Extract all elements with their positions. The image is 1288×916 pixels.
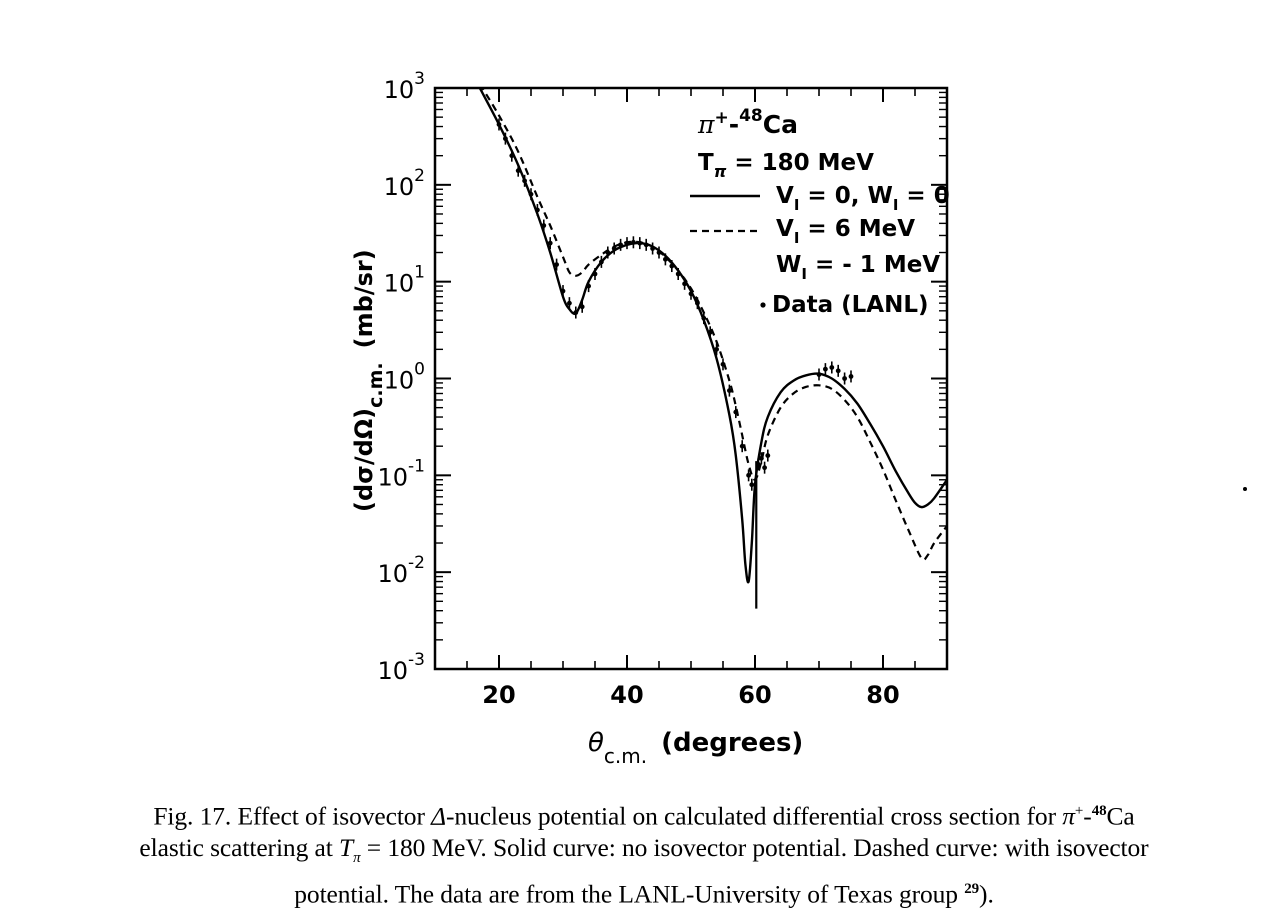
data-point: [835, 364, 841, 377]
data-point: [682, 277, 687, 290]
caption-line-1: Fig. 17. Effect of isovector Δ-nucleus p…: [153, 801, 1135, 831]
data-point: [560, 285, 566, 298]
x-tick-labels: 20 40 60 80: [482, 681, 899, 709]
data-point: [618, 238, 623, 251]
data-point: [746, 469, 751, 482]
data-point: [650, 242, 655, 255]
legend-data-label: Data (LANL): [772, 292, 929, 318]
data-point: [631, 236, 636, 249]
data-point: [509, 149, 515, 162]
series-solid-curve: [478, 88, 947, 584]
data-point: [554, 258, 559, 271]
legend-data-marker: [760, 302, 766, 308]
data-point: [733, 406, 739, 419]
y-tick-label: 103: [384, 69, 425, 104]
data-point: [515, 164, 521, 177]
major-ticks: [435, 87, 947, 670]
legend-reaction: π+-48Ca: [697, 106, 798, 139]
y-tick-label: 101: [384, 263, 425, 298]
data-point: [547, 237, 553, 250]
data-point: [643, 238, 649, 251]
data-point: [842, 372, 847, 385]
x-tick-label: 20: [482, 681, 515, 709]
data-point: [720, 358, 726, 371]
data-point: [707, 326, 713, 339]
caption-line-3: potential. The data are from the LANL-Un…: [294, 879, 994, 909]
x-tick-label: 80: [866, 681, 899, 709]
data-point: [829, 361, 835, 374]
curves: [478, 88, 947, 584]
data-point: [503, 132, 508, 145]
data-point: [599, 255, 604, 268]
y-tick-label: 10-3: [378, 650, 426, 685]
data-point: [496, 118, 502, 131]
data-point: [848, 370, 854, 383]
data-points: [496, 118, 854, 609]
data-point: [762, 461, 767, 474]
data-point: [605, 246, 611, 259]
y-tick-label: 10-2: [378, 553, 426, 588]
caption-line-2: elastic scattering at Tπ = 180 MeV. Soli…: [139, 832, 1149, 866]
data-point: [688, 287, 694, 300]
data-point: [749, 478, 755, 491]
data-point: [624, 237, 630, 250]
scan-speck: [1243, 487, 1247, 491]
data-point: [675, 267, 681, 280]
y-axis-title: (dσ/dΩ)c.m.(mb/sr): [350, 249, 387, 512]
data-point: [816, 368, 822, 381]
y-tick-labels: 103 102 101 100 10-1 10-2 10-3: [378, 69, 426, 685]
legend-dashed-label-1: VI = 6 MeV: [776, 216, 915, 247]
data-point: [567, 297, 572, 310]
data-point: [637, 237, 643, 250]
data-point: [522, 174, 527, 187]
data-point: [573, 306, 579, 319]
x-tick-label: 60: [738, 681, 771, 709]
y-tick-label: 102: [384, 166, 425, 201]
data-point: [714, 343, 719, 356]
data-point: [656, 246, 662, 259]
legend: π+-48Ca Tπ = 180 MeV VI = 0, WI = 0 VI =…: [690, 106, 950, 318]
legend-energy: Tπ = 180 MeV: [698, 150, 874, 181]
data-point: [611, 242, 617, 255]
figure-caption: Fig. 17. Effect of isovector Δ-nucleus p…: [0, 796, 1288, 909]
data-point: [579, 300, 585, 313]
data-point: [823, 363, 828, 376]
legend-dashed-label-2: WI = - 1 MeV: [776, 252, 940, 283]
data-point: [586, 280, 591, 293]
y-tick-label: 10-1: [378, 456, 426, 491]
data-point: [695, 297, 700, 310]
y-tick-label: 100: [384, 360, 425, 395]
data-point: [663, 253, 668, 266]
data-point: [739, 440, 745, 453]
data-point: [727, 384, 732, 397]
data-point: [592, 267, 598, 280]
data-point: [765, 449, 771, 462]
series-dashed-curve: [480, 88, 947, 561]
minor-ticks: [435, 88, 947, 669]
data-point: [528, 188, 534, 201]
data-point: [535, 203, 540, 216]
data-point: [541, 219, 547, 232]
data-point: [701, 312, 707, 325]
x-axis-title: θc.m. (degrees): [588, 728, 803, 768]
data-point: [759, 452, 764, 465]
legend-solid-label: VI = 0, WI = 0: [776, 183, 950, 214]
x-tick-label: 40: [610, 681, 643, 709]
data-point: [669, 260, 675, 273]
